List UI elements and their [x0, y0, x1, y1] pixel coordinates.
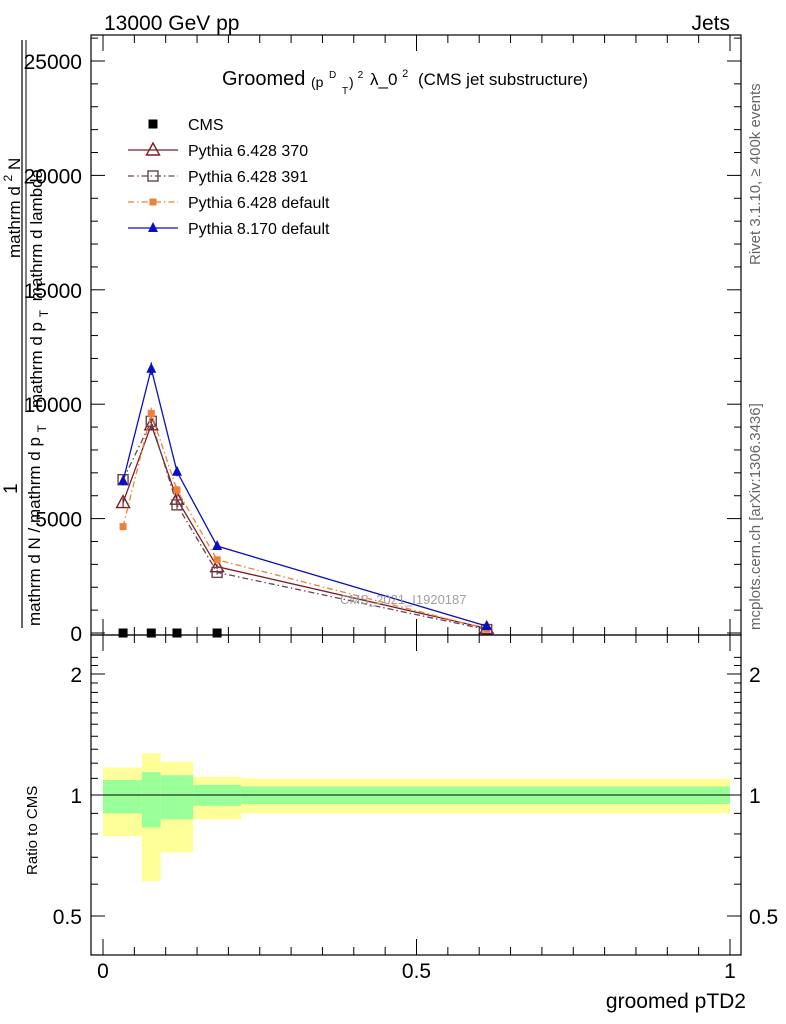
legend-entry: Pythia 6.428 370 — [128, 141, 308, 160]
series-0 — [118, 628, 222, 638]
ratio-ticks — [91, 635, 741, 956]
legend-entry: Pythia 8.170 default — [128, 221, 330, 238]
title-tail: (CMS jet substructure) — [418, 70, 588, 89]
main-y-tick-label: 25000 — [24, 51, 82, 74]
data-point — [212, 540, 223, 551]
main-y-tick-label: 0 — [70, 623, 82, 646]
mcplots-source-label: mcplots.cern.ch [arXiv:1306.3436] — [747, 403, 764, 630]
energy-label: 13000 GeV pp — [104, 12, 239, 35]
data-point — [143, 416, 159, 431]
ratio-y-axis-label: Ratio to CMS — [24, 786, 41, 875]
analysis-watermark: CMS_2021_I1920187 — [340, 592, 467, 607]
x-tick-label: 1 — [724, 960, 736, 983]
svg-text:Groomed (p D: Groomed (p D — [222, 68, 336, 92]
main-y-tick-labels: 0 5000 10000 15000 20000 25000 — [24, 51, 82, 646]
data-point — [211, 566, 223, 579]
title-main: Groomed — [222, 68, 305, 90]
y-label-denominator: mathrm d p — [27, 322, 46, 408]
ratio-y-tick-label: 0.5 — [53, 906, 82, 929]
svg-text:λ_0 2 (CMS jet: λ_0 2 (CMS jet substructure) — [370, 62, 588, 89]
ratio-y-tick-label-right: 0.5 — [749, 906, 778, 929]
ratio-y-tick-label: 1 — [70, 785, 82, 808]
data-point — [119, 523, 127, 531]
y-label-numerator-sup: 2 — [1, 174, 15, 181]
legend-label: Pythia 8.170 default — [188, 221, 330, 238]
main-panel: 0 5000 10000 15000 20000 25000 CMS_2021_I1920… — [0, 34, 742, 646]
legend-entry: Pythia 6.428 default — [128, 195, 330, 212]
x-tick-label: 0 — [97, 960, 109, 983]
data-point — [212, 628, 222, 638]
ratio-y-tick-labels: 0.5 0.5 1 1 2 2 — [53, 664, 778, 929]
legend-label: Pythia 6.428 default — [188, 195, 330, 212]
main-y-tick-label: 15000 — [24, 280, 82, 303]
ratio-y-tick-label: 2 — [70, 664, 82, 687]
y-label-frac-left-sub: T — [35, 424, 49, 432]
ratio-inner-band — [160, 775, 194, 820]
data-point — [146, 628, 156, 638]
title-t-subscript: T — [342, 86, 348, 97]
y-label-numerator-end: N — [5, 158, 24, 170]
data-point — [147, 409, 155, 417]
main-y-tick-label: 10000 — [24, 394, 82, 417]
title-exponent-2: 2 — [402, 68, 408, 80]
legend-marker — [148, 222, 158, 232]
data-point — [146, 362, 157, 373]
series-line — [122, 411, 487, 630]
legend-entry: Pythia 6.428 391 — [128, 169, 308, 186]
data-point — [172, 628, 182, 638]
legend: CMS Pythia 6.428 370 Pythia 6.428 391 Pythi… — [128, 117, 330, 238]
ratio-bands — [103, 753, 730, 882]
data-point — [173, 486, 181, 494]
y-label-denominator-end: mathrm d lambda — [27, 168, 46, 301]
legend-label: CMS — [188, 117, 224, 134]
legend-entry: CMS — [148, 117, 224, 134]
main-y-axis-label: 1 mathrm d N / mathrm d p T mathrm d 2 N… — [0, 40, 52, 628]
legend-marker — [147, 170, 159, 182]
ratio-inner-band — [141, 772, 161, 828]
svg-text:) 2: ) 2 — [349, 70, 364, 90]
legend-label: Pythia 6.428 370 — [188, 143, 308, 160]
data-point — [118, 628, 128, 638]
main-ticks — [91, 35, 741, 635]
svg-text:mathrm d 2 N: mathrm d 2 N — [0, 158, 24, 258]
y-label-denominator-sub: T — [37, 309, 51, 317]
x-tick-label: 0.5 — [402, 960, 431, 983]
main-y-tick-label: 20000 — [24, 165, 82, 188]
legend-marker — [145, 141, 161, 156]
ratio-y-tick-label-right: 1 — [749, 785, 761, 808]
data-point — [481, 620, 492, 631]
title-lambda: λ_0 — [370, 70, 397, 89]
svg-text:mathrm d N / mathrm d p: mathrm d N / mathrm d p T — [25, 424, 49, 626]
main-series-layer — [115, 362, 495, 638]
rivet-info-label: Rivet 3.1.10, ≥ 400k events — [747, 83, 764, 265]
title-close-paren: ) — [349, 74, 354, 90]
ratio-y-tick-label-right: 2 — [749, 664, 761, 687]
title-d-superscript: D — [329, 70, 336, 81]
x-axis-label: groomed pTD2 — [606, 990, 746, 1013]
series-line — [122, 368, 487, 627]
y-label-one: 1 — [1, 483, 22, 494]
title-p: (p — [311, 74, 324, 90]
plot-title: Groomed (p D T ) 2 λ_0 2 (CMS jet substr… — [222, 62, 588, 97]
svg-text:mathrm d p T m: mathrm d p T mathrm d lambda — [27, 168, 52, 408]
y-label-frac-left: mathrm d N / mathrm d p — [25, 437, 44, 626]
x-tick-labels: 0 0.5 1 — [97, 960, 736, 983]
data-point — [115, 494, 131, 509]
title-exponent: 2 — [358, 70, 364, 81]
main-y-tick-label: 5000 — [35, 509, 82, 532]
data-point — [171, 465, 182, 476]
legend-label: Pythia 6.428 391 — [188, 169, 308, 186]
ratio-inner-band — [103, 779, 142, 814]
series-4 — [118, 362, 492, 631]
legend-marker — [148, 119, 158, 129]
category-label: Jets — [691, 12, 730, 35]
data-point — [171, 499, 183, 511]
legend-marker — [149, 198, 157, 206]
ratio-panel: 0.5 0.51 12 2 0 0.5 1 Ratio to CMS groomed pT… — [24, 634, 778, 1013]
y-label-numerator: mathrm d — [5, 186, 24, 258]
data-point — [118, 474, 129, 485]
data-point — [213, 556, 221, 564]
